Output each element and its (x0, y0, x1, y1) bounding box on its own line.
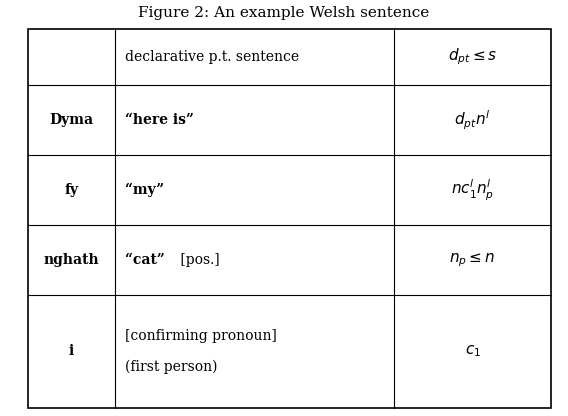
Text: declarative p.t. sentence: declarative p.t. sentence (125, 50, 299, 64)
Text: i: i (69, 344, 74, 359)
Text: $d_{pt} \leq s$: $d_{pt} \leq s$ (448, 47, 498, 67)
Text: “my”: “my” (125, 183, 164, 197)
Text: “here is”: “here is” (125, 113, 194, 127)
Text: $n_{p} \leq n$: $n_{p} \leq n$ (449, 251, 496, 269)
Text: [pos.]: [pos.] (176, 253, 220, 267)
Text: (first person): (first person) (125, 360, 218, 374)
Text: nghath: nghath (44, 253, 99, 267)
Text: Dyma: Dyma (49, 113, 94, 127)
Text: $nc_{1}^{l}n_{p}^{l}$: $nc_{1}^{l}n_{p}^{l}$ (451, 178, 494, 203)
Text: “cat”: “cat” (125, 253, 165, 267)
Text: $d_{pt}n^{l}$: $d_{pt}n^{l}$ (454, 109, 491, 132)
Text: [confirming pronoun]: [confirming pronoun] (125, 329, 277, 343)
Text: Figure 2: An example Welsh sentence: Figure 2: An example Welsh sentence (139, 6, 429, 20)
Text: fy: fy (64, 183, 78, 197)
Text: $c_{1}$: $c_{1}$ (465, 344, 481, 359)
